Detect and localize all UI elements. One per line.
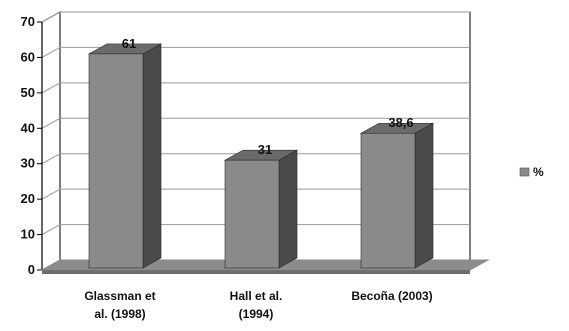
y-tick-label: 50 bbox=[21, 85, 35, 100]
gridline-side bbox=[41, 188, 61, 200]
gridline-side bbox=[41, 82, 61, 94]
bar-side bbox=[142, 43, 162, 269]
chart-floor-edge bbox=[42, 270, 470, 274]
data-label: 31 bbox=[258, 142, 272, 157]
y-tick-label: 60 bbox=[21, 49, 35, 64]
y-tick-label: 10 bbox=[21, 227, 35, 242]
gridline-side bbox=[41, 153, 61, 165]
x-category-label: al. (1998) bbox=[94, 307, 145, 321]
x-category-label: (1994) bbox=[239, 307, 274, 321]
data-label: 38,6 bbox=[388, 115, 413, 130]
y-tick-label: 70 bbox=[21, 14, 35, 29]
bar bbox=[360, 132, 416, 269]
gridline-side bbox=[41, 46, 61, 58]
x-category-label: Becoña (2003) bbox=[351, 289, 432, 303]
legend-label: % bbox=[533, 165, 544, 179]
y-tick-label: 0 bbox=[28, 262, 35, 277]
x-category-label: Glassman et bbox=[84, 289, 155, 303]
bar bbox=[224, 159, 280, 269]
gridline-side bbox=[41, 224, 61, 236]
data-label: 61 bbox=[122, 36, 136, 51]
bar-side bbox=[414, 122, 434, 269]
y-tick-label: 40 bbox=[21, 120, 35, 135]
x-category-label: Hall et al. bbox=[230, 289, 283, 303]
y-tick-label: 30 bbox=[21, 156, 35, 171]
legend-swatch bbox=[519, 167, 530, 177]
gridline-side bbox=[41, 117, 61, 129]
left-wall bbox=[41, 11, 61, 271]
gridline-side bbox=[41, 11, 61, 23]
y-tick-label: 20 bbox=[21, 191, 35, 206]
bar-side bbox=[278, 149, 298, 269]
bar bbox=[88, 53, 144, 269]
